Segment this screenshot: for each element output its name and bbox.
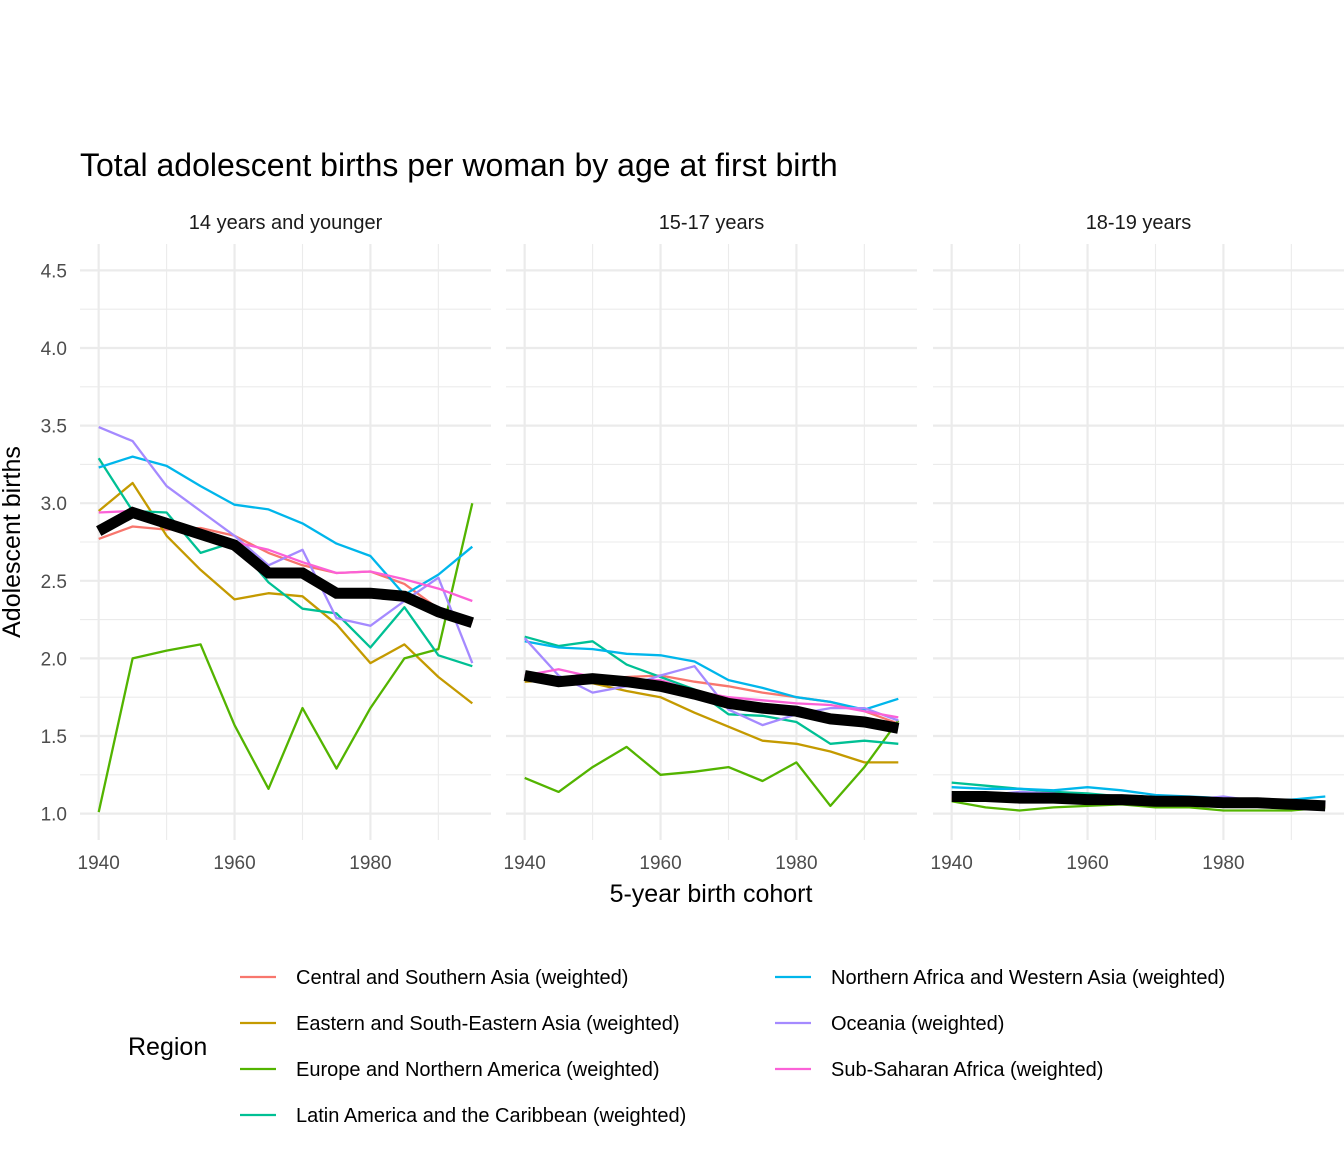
overall-line [523,670,900,734]
facet-strip-label: 14 years and younger [189,212,383,234]
legend: Region Central and Southern Asia (weight… [128,967,1225,1127]
y-tick-label: 2.5 [41,572,67,593]
legend-label: Oceania (weighted) [831,1013,1004,1035]
x-tick-label: 1980 [1202,853,1244,874]
y-tick-label: 3.5 [41,417,67,438]
x-tick-label: 1940 [931,853,973,874]
x-tick-label: 1940 [504,853,546,874]
legend-item: Latin America and the Caribbean (weighte… [240,1105,686,1127]
overall-line [951,791,1326,812]
legend-title: Region [128,1033,207,1061]
series-line [524,719,900,808]
facet-panel: 1940 1960 1980 14 years and younger [78,212,491,874]
y-tick-label: 1.0 [41,805,67,826]
legend-item: Oceania (weighted) [775,1013,1004,1035]
legend-label: Sub-Saharan Africa (weighted) [831,1059,1103,1081]
facet-panel: 1940 1960 1980 15-17 years [504,212,917,874]
legend-item: Eastern and South-Eastern Asia (weighted… [240,1013,680,1035]
y-tick-label: 1.5 [41,727,67,748]
facet-strip-label: 15-17 years [659,212,765,234]
chart-title: Total adolescent births per woman by age… [80,147,838,183]
legend-label: Central and Southern Asia (weighted) [296,967,628,989]
x-tick-label: 1940 [78,853,120,874]
series-line [524,635,899,745]
legend-label: Europe and Northern America (weighted) [296,1059,660,1081]
legend-label: Latin America and the Caribbean (weighte… [296,1105,686,1127]
x-tick-label: 1960 [1066,853,1108,874]
legend-label: Eastern and South-Eastern Asia (weighted… [296,1013,680,1035]
x-axis-label: 5-year birth cohort [610,880,813,908]
y-tick-label: 4.0 [41,339,67,360]
series-line [523,637,899,727]
series-line [97,457,473,668]
legend-item: Central and Southern Asia (weighted) [240,967,628,989]
facet-strip-label: 18-19 years [1086,212,1192,234]
facet-panels: 1940 1960 1980 14 years and younger 1940 1960… [78,212,1344,874]
x-tick-label: 1980 [775,853,817,874]
y-tick-label: 2.0 [41,649,67,670]
x-tick-label: 1960 [639,853,681,874]
series-line [524,640,899,711]
legend-item: Sub-Saharan Africa (weighted) [775,1059,1103,1081]
series-line [97,502,474,813]
x-tick-label: 1960 [213,853,255,874]
facet-panel: 1940 1960 1980 18-19 years [931,212,1344,874]
legend-label: Northern Africa and Western Asia (weight… [831,967,1225,989]
y-axis-label: Adolescent births [0,446,26,638]
overall-line [96,506,474,628]
series-line [98,455,474,596]
y-axis: 1.0 1.5 2.0 2.5 3.0 3.5 4.0 4.5 [41,261,67,825]
legend-item: Europe and Northern America (weighted) [240,1059,660,1081]
x-tick-label: 1980 [349,853,391,874]
y-tick-label: 3.0 [41,494,67,515]
legend-item: Northern Africa and Western Asia (weight… [775,967,1225,989]
y-tick-label: 4.5 [41,261,67,282]
